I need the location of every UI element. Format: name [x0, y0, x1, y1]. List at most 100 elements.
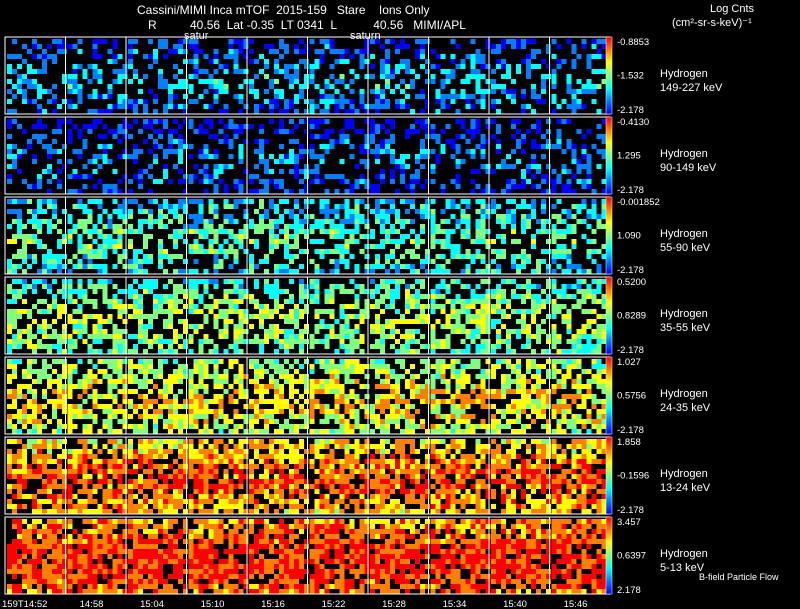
heatmap-cell — [349, 424, 355, 429]
heatmap-cell — [254, 419, 259, 424]
heatmap-cell — [112, 229, 118, 234]
heatmap-cell — [274, 294, 279, 299]
heatmap-cell — [460, 409, 466, 414]
heatmap-cell — [243, 229, 249, 234]
heatmap-cell — [551, 374, 557, 379]
heatmap-cell — [249, 49, 254, 54]
heatmap-cell — [92, 389, 98, 394]
heatmap-cell — [158, 334, 163, 339]
heatmap-cell — [122, 339, 128, 344]
heatmap-cell — [364, 139, 370, 144]
heatmap-cell — [198, 344, 204, 349]
heatmap-cell — [203, 174, 209, 179]
heatmap-cell — [102, 39, 108, 44]
heatmap-cell — [153, 309, 158, 314]
heatmap-cell — [445, 244, 451, 249]
heatmap-cell — [586, 429, 592, 434]
heatmap-cell — [541, 409, 546, 414]
heatmap-cell — [405, 344, 410, 349]
heatmap-cell — [551, 364, 557, 369]
energy-label: 35-55 keV — [660, 322, 711, 334]
heatmap-cell — [208, 339, 214, 344]
heatmap-cell — [274, 159, 279, 164]
heatmap-cell — [576, 269, 582, 274]
heatmap-cell — [213, 379, 219, 384]
heatmap-cell — [410, 379, 415, 384]
heatmap-cell — [279, 159, 284, 164]
heatmap-cell — [37, 509, 42, 514]
heatmap-cell — [213, 209, 219, 214]
heatmap-cell — [77, 409, 83, 414]
heatmap-cell — [128, 334, 133, 339]
heatmap-cell — [586, 54, 592, 59]
heatmap-cell — [284, 404, 289, 409]
heatmap-cell — [294, 204, 299, 209]
heatmap-cell — [274, 94, 279, 99]
heatmap-cell — [359, 219, 365, 224]
heatmap-cell — [52, 429, 57, 434]
heatmap-cell — [143, 349, 148, 354]
heatmap-cell — [143, 284, 148, 289]
heatmap-cell — [77, 64, 83, 69]
heatmap-cell — [304, 49, 309, 54]
heatmap-cell — [238, 109, 244, 114]
heatmap-cell — [92, 419, 98, 424]
heatmap-cell — [112, 414, 118, 419]
heatmap-cell — [233, 94, 239, 99]
heatmap-cell — [319, 134, 325, 139]
heatmap-cell — [67, 79, 73, 84]
heatmap-cell — [329, 379, 335, 384]
heatmap-cell — [158, 344, 163, 349]
heatmap-cell — [52, 319, 57, 324]
heatmap-cell — [77, 359, 83, 364]
heatmap-cell — [450, 204, 456, 209]
heatmap-cell — [208, 209, 214, 214]
heatmap-cell — [314, 119, 320, 124]
heatmap-cell — [249, 239, 254, 244]
heatmap-cell — [581, 384, 587, 389]
heatmap-cell — [314, 324, 320, 329]
heatmap-cell — [279, 304, 284, 309]
heatmap-cell — [480, 239, 486, 244]
heatmap-cell — [380, 409, 385, 414]
heatmap-cell — [249, 199, 254, 204]
heatmap-cell — [254, 299, 259, 304]
heatmap-cell — [410, 189, 415, 194]
heatmap-cell — [420, 304, 425, 309]
heatmap-cell — [344, 319, 350, 324]
heatmap-cell — [364, 179, 370, 184]
heatmap-cell — [596, 284, 602, 289]
heatmap-cell — [107, 489, 113, 494]
heatmap-cell — [591, 44, 597, 49]
heatmap-cell — [415, 94, 420, 99]
heatmap-cell — [485, 79, 491, 84]
heatmap-cell — [218, 249, 224, 254]
heatmap-cell — [309, 294, 315, 299]
heatmap-cell — [7, 124, 12, 129]
heatmap-cell — [92, 154, 98, 159]
heatmap-cell — [122, 394, 128, 399]
heatmap-cell — [233, 414, 239, 419]
heatmap-cell — [581, 104, 587, 109]
heatmap-cell — [526, 254, 531, 259]
heatmap-cell — [168, 424, 173, 429]
heatmap-cell — [359, 49, 365, 54]
heatmap-cell — [57, 219, 62, 224]
heatmap-cell — [485, 119, 491, 124]
heatmap-cell — [82, 444, 88, 449]
heatmap-cell — [324, 419, 330, 424]
heatmap-cell — [57, 499, 62, 504]
heatmap-cell — [375, 254, 380, 259]
heatmap-cell — [465, 249, 471, 254]
heatmap-cell — [92, 379, 98, 384]
heatmap-cell — [309, 389, 315, 394]
heatmap-cell — [72, 344, 78, 349]
heatmap-cell — [400, 234, 405, 239]
heatmap-cell — [329, 324, 335, 329]
heatmap-cell — [516, 44, 521, 49]
heatmap-cell — [178, 49, 183, 54]
heatmap-cell — [571, 104, 577, 109]
heatmap-cell — [92, 199, 98, 204]
heatmap-cell — [163, 349, 168, 354]
heatmap-cell — [475, 229, 481, 234]
